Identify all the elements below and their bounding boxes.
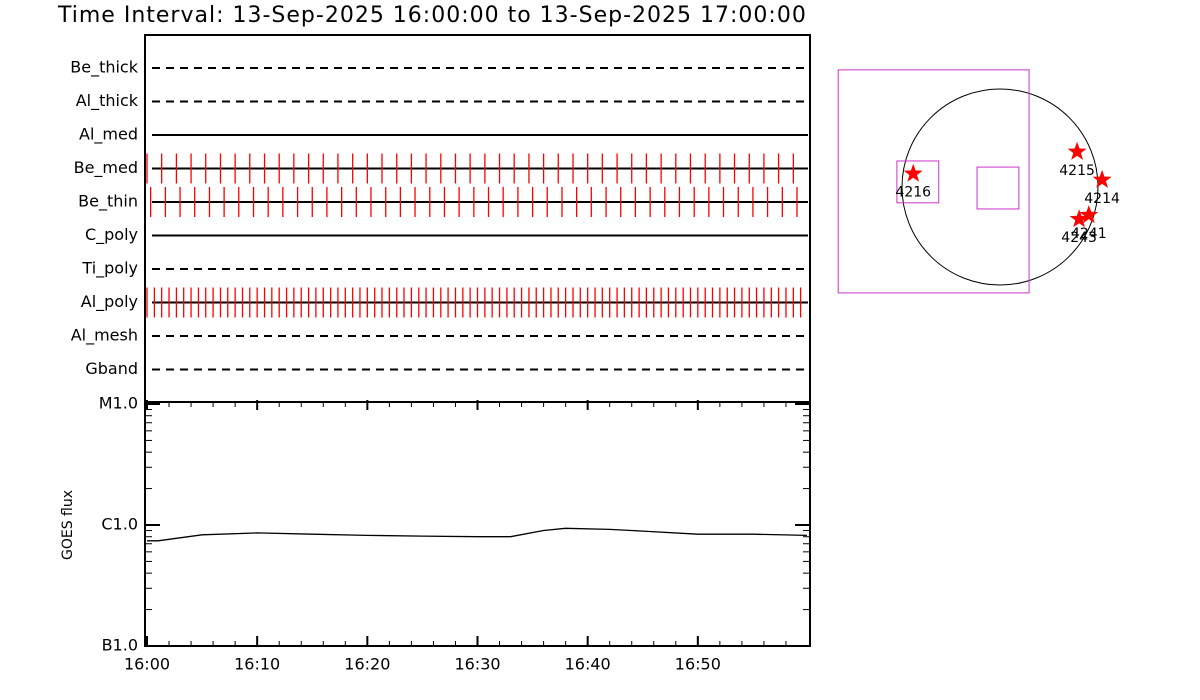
- region-label: 4216: [895, 185, 931, 201]
- filter-label: Be_thin: [78, 192, 138, 212]
- region-label: 4241: [1071, 226, 1107, 242]
- y-tick-label: C1.0: [101, 515, 138, 534]
- filter-label: Be_thick: [70, 58, 138, 78]
- x-tick-label: 16:00: [124, 655, 170, 674]
- y-tick-label: B1.0: [102, 636, 138, 655]
- y-axis-label: GOES flux: [60, 490, 76, 560]
- fov-box: [837, 69, 1030, 294]
- y-tick-label: M1.0: [99, 394, 138, 413]
- region-label: 4215: [1059, 163, 1095, 179]
- sun-disk: [901, 88, 1099, 286]
- filter-label: Al_mesh: [71, 326, 138, 346]
- x-tick-label: 16:50: [675, 655, 721, 674]
- fov-box: [896, 160, 940, 204]
- region-star: [903, 163, 923, 182]
- filter-label: Ti_poly: [81, 259, 138, 279]
- filter-label: Al_poly: [81, 292, 138, 312]
- filter-label: Gband: [85, 359, 138, 378]
- filter-panel: [144, 34, 811, 403]
- goes-line: [147, 527, 807, 542]
- region-star: [1069, 209, 1089, 228]
- region-star: [1067, 141, 1087, 160]
- filter-label: Al_med: [79, 125, 138, 145]
- filter-label: C_poly: [85, 225, 138, 245]
- region-star: [1092, 169, 1112, 188]
- x-tick-label: 16:40: [565, 655, 611, 674]
- x-tick-label: 16:30: [454, 655, 500, 674]
- region-label: 4243: [1061, 230, 1097, 246]
- fov-box: [976, 166, 1020, 210]
- chart-title: Time Interval: 13-Sep-2025 16:00:00 to 1…: [57, 3, 807, 28]
- filter-label: Be_med: [74, 158, 138, 178]
- x-tick-label: 16:10: [234, 655, 280, 674]
- filter-label: Al_thick: [76, 91, 139, 111]
- region-star: [1079, 205, 1099, 224]
- region-label: 4214: [1084, 191, 1120, 207]
- x-tick-label: 16:20: [344, 655, 390, 674]
- goes-panel: [144, 401, 811, 647]
